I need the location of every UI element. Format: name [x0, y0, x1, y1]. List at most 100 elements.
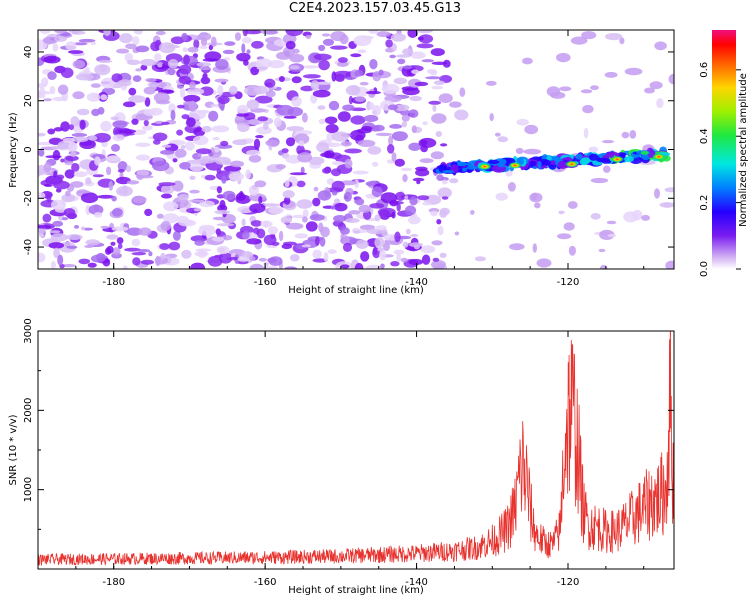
- noise-blob: [106, 166, 112, 176]
- noise-blob: [322, 38, 335, 46]
- noise-blob: [168, 241, 181, 251]
- noise-blob: [396, 203, 401, 212]
- spectrogram-y-axis-label: Frequency (Hz): [8, 112, 19, 188]
- noise-blob: [255, 58, 273, 69]
- noise-blob: [417, 195, 430, 201]
- noise-blob: [199, 86, 214, 96]
- noise-blob: [160, 221, 172, 231]
- noise-blob: [155, 30, 166, 36]
- noise-blob: [116, 48, 130, 54]
- signal-peak: [508, 161, 522, 169]
- noise-blob: [126, 59, 141, 65]
- noise-blob: [410, 51, 426, 59]
- snr-x-axis-label: Height of straight line (km): [288, 585, 424, 596]
- noise-blob: [188, 100, 197, 112]
- noise-blob: [332, 191, 338, 196]
- noise-blob: [197, 249, 207, 258]
- noise-blob: [193, 208, 202, 212]
- noise-blob: [124, 53, 133, 62]
- noise-blob: [278, 230, 284, 242]
- noise-blob: [355, 198, 365, 206]
- noise-blob: [60, 201, 65, 205]
- spectrogram-axes: -180 -160 -140 -120 40 20 0 -20 -40: [23, 29, 675, 288]
- noise-blob: [352, 170, 369, 175]
- noise-blob: [72, 59, 86, 69]
- noise-blob: [619, 37, 625, 45]
- noise-blob: [296, 145, 305, 155]
- noise-blob: [440, 143, 448, 147]
- noise-blob: [108, 180, 114, 191]
- noise-blob: [176, 129, 184, 136]
- noise-blob: [278, 76, 285, 82]
- noise-blob: [211, 236, 225, 242]
- noise-blob: [377, 207, 396, 217]
- noise-blob: [292, 214, 305, 219]
- signal-blob: [581, 157, 591, 164]
- noise-blob: [588, 146, 599, 153]
- noise-blob: [312, 249, 322, 259]
- noise-blob: [339, 34, 349, 45]
- noise-blob: [194, 239, 205, 246]
- noise-blob: [431, 85, 443, 90]
- noise-blob: [100, 94, 108, 101]
- signal-peak: [564, 160, 579, 168]
- noise-blob: [297, 152, 312, 163]
- noise-blob: [43, 98, 52, 102]
- noise-blob: [208, 44, 214, 51]
- noise-blob: [132, 36, 140, 45]
- noise-blob: [207, 255, 223, 267]
- noise-blob: [405, 228, 411, 235]
- noise-blob: [275, 164, 286, 170]
- noise-blob: [394, 158, 405, 167]
- noise-blob: [289, 65, 300, 70]
- noise-blob: [237, 104, 249, 114]
- noise-blob: [408, 242, 423, 247]
- noise-blob: [106, 234, 119, 240]
- noise-blob: [407, 30, 418, 38]
- noise-blob: [267, 226, 278, 235]
- noise-blob: [326, 178, 335, 185]
- noise-blob: [50, 233, 68, 242]
- noise-blob: [313, 53, 332, 61]
- noise-blob: [280, 216, 293, 224]
- noise-blob: [411, 69, 420, 75]
- noise-blob: [135, 45, 150, 53]
- noise-blob: [301, 244, 311, 248]
- noise-blob: [222, 49, 235, 55]
- noise-blob: [48, 242, 65, 249]
- noise-blob: [265, 90, 276, 98]
- noise-blob: [216, 168, 222, 174]
- noise-blob: [603, 165, 611, 173]
- noise-blob: [408, 109, 419, 118]
- noise-blob: [294, 133, 310, 145]
- noise-blob: [546, 86, 561, 97]
- noise-blob: [568, 245, 577, 256]
- x-tick-label: -140: [405, 277, 428, 288]
- noise-blob: [184, 141, 195, 151]
- noise-blob: [198, 226, 216, 236]
- noise-blob: [199, 45, 208, 49]
- noise-blob: [250, 220, 263, 227]
- noise-blob: [241, 230, 250, 240]
- snr-axes: -180 -160 -140 -120 1000 2000 3000: [23, 318, 675, 588]
- noise-blob: [497, 136, 509, 143]
- noise-blob: [494, 132, 501, 137]
- noise-blob: [536, 258, 552, 268]
- noise-blob: [246, 149, 261, 156]
- noise-blob: [140, 259, 154, 265]
- noise-blob: [249, 263, 265, 269]
- noise-blob: [372, 124, 385, 132]
- noise-blob: [72, 91, 85, 100]
- signal-blob: [546, 155, 552, 161]
- noise-blob: [68, 50, 84, 54]
- noise-blob: [128, 95, 147, 103]
- noise-blob: [403, 65, 413, 70]
- noise-blob: [125, 165, 132, 173]
- noise-blob: [161, 144, 172, 148]
- noise-blob: [400, 257, 408, 263]
- noise-blob: [397, 58, 406, 65]
- noise-blob: [394, 231, 401, 243]
- noise-blob: [632, 209, 643, 221]
- noise-blob: [71, 163, 80, 172]
- noise-blob: [431, 240, 443, 246]
